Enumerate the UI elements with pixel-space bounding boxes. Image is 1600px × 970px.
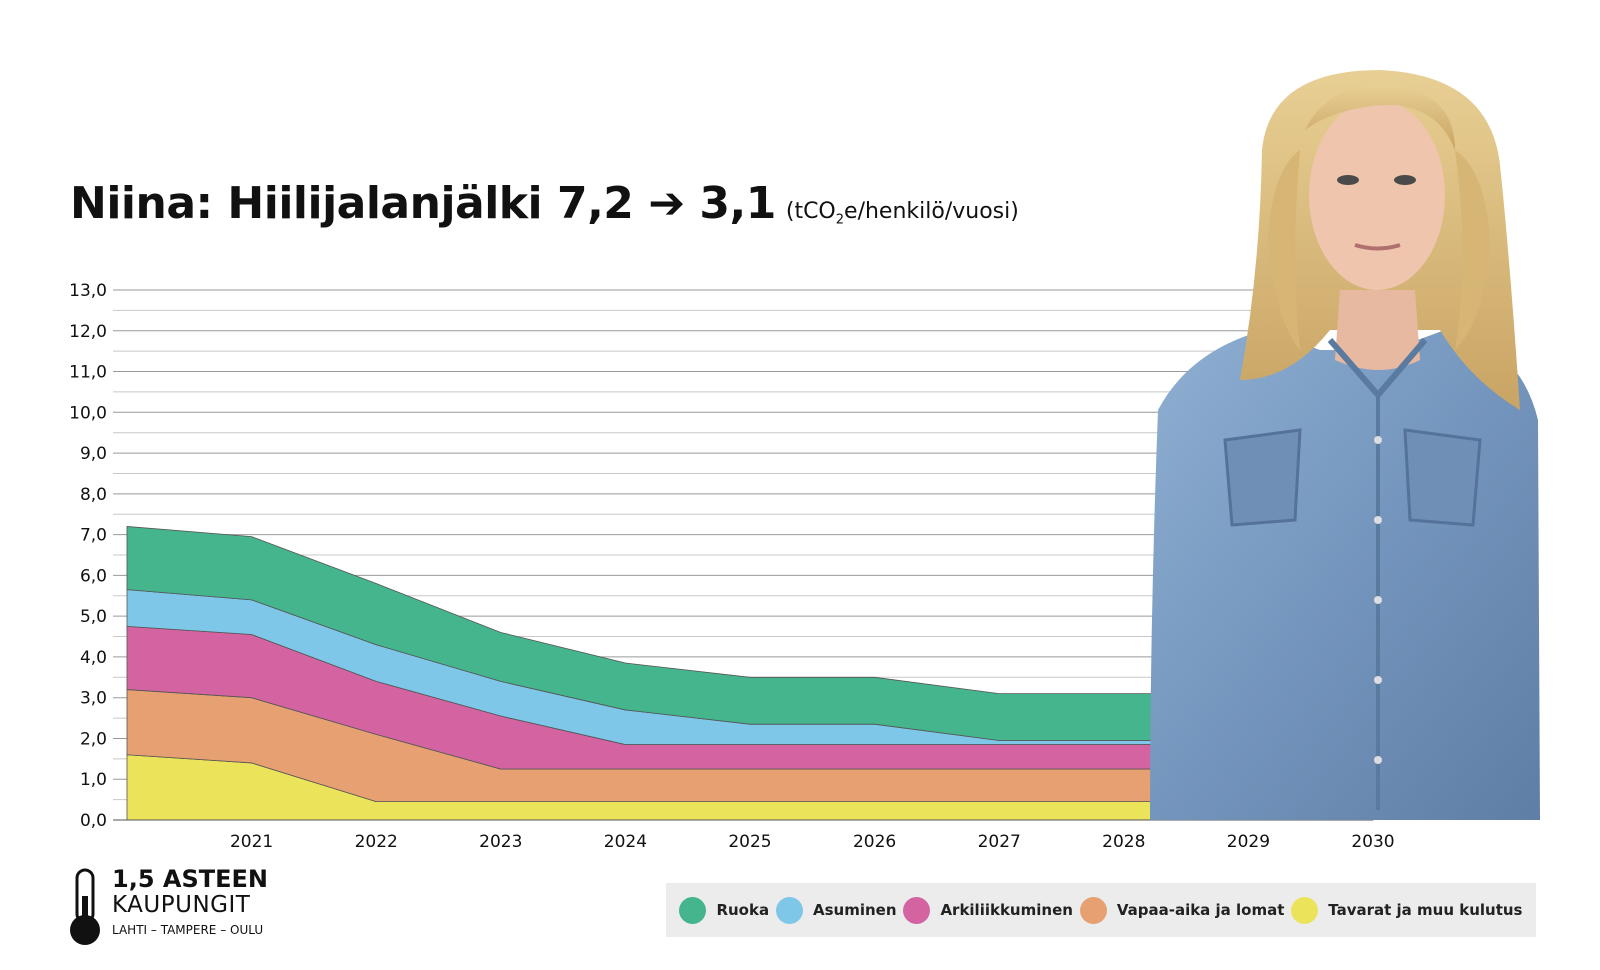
x-tick-label: 2029	[1227, 832, 1270, 852]
y-tick-label: 7,0	[80, 526, 107, 546]
x-tick-label: 2026	[853, 832, 896, 852]
chart-title: Niina: Hiilijalanjälki 7,2 ➔ 3,1 (tCO2e/h…	[70, 178, 1019, 229]
legend-item: Arkiliikkuminen	[903, 896, 1073, 924]
legend-swatch	[1079, 896, 1107, 924]
y-tick-label: 4,0	[80, 648, 107, 668]
x-tick-label: 2024	[604, 832, 647, 852]
y-tick-label: 8,0	[80, 485, 107, 505]
unit-label: (tCO2e/henkilö/vuosi)	[785, 199, 1019, 228]
x-tick-label: 2027	[978, 832, 1021, 852]
y-tick-label: 10,0	[69, 403, 107, 423]
legend-label: Tavarat ja muu kulutus	[1328, 901, 1523, 919]
legend-label: Asuminen	[813, 901, 897, 919]
legend-swatch	[679, 896, 707, 924]
legend-item: Asuminen	[776, 896, 897, 924]
x-axis-ticks: 2021 2022 2023 2024 2025 2026 2027 2028 2029 2030	[230, 832, 1395, 852]
y-tick-label: 6,0	[80, 566, 107, 586]
legend-label: Vapaa-aika ja lomat	[1116, 901, 1285, 919]
y-tick-label: 12,0	[69, 322, 107, 342]
x-tick-label: 2028	[1102, 832, 1145, 852]
legend-swatch	[903, 896, 931, 924]
legend-item: Tavarat ja muu kulutus	[1291, 896, 1523, 924]
logo-line-2: KAUPUNGIT	[112, 892, 251, 918]
y-tick-label: 5,0	[80, 607, 107, 627]
y-tick-label: 11,0	[69, 363, 107, 383]
legend-item: Vapaa-aika ja lomat	[1079, 896, 1285, 924]
y-tick-label: 9,0	[80, 444, 107, 464]
legend-label: Ruoka	[716, 901, 770, 919]
legend-swatch	[776, 896, 803, 924]
logo: 1,5 ASTEEN KAUPUNGIT LAHTI – TAMPERE – O…	[66, 865, 286, 948]
logo-line-1: 1,5 ASTEEN	[112, 865, 268, 893]
x-tick-label: 2023	[479, 832, 522, 852]
x-tick-label: 2021	[230, 832, 273, 852]
y-tick-label: 2,0	[80, 729, 107, 749]
x-tick-label: 2025	[728, 832, 771, 852]
x-tick-label: 2030	[1351, 832, 1394, 852]
y-tick-label: 0,0	[80, 811, 107, 831]
y-tick-label: 1,0	[80, 770, 107, 790]
legend-label: Arkiliikkuminen	[940, 901, 1073, 919]
legend-item: Ruoka	[679, 896, 770, 924]
y-axis-ticks: 0,0 1,0 2,0 3,0 4,0 5,0 6,0 7,0 8,0 9,0 10,0 11,0 12…	[69, 281, 107, 831]
x-tick-label: 2022	[355, 832, 398, 852]
y-tick-label: 3,0	[80, 689, 107, 709]
y-tick-label: 13,0	[69, 281, 107, 301]
legend-swatch	[1291, 896, 1319, 924]
chart-legend: Ruoka Asuminen Arkiliikkuminen Vapaa-aika j…	[666, 883, 1536, 937]
thermometer-icon	[70, 868, 100, 945]
logo-line-3: LAHTI – TAMPERE – OULU	[112, 923, 264, 937]
